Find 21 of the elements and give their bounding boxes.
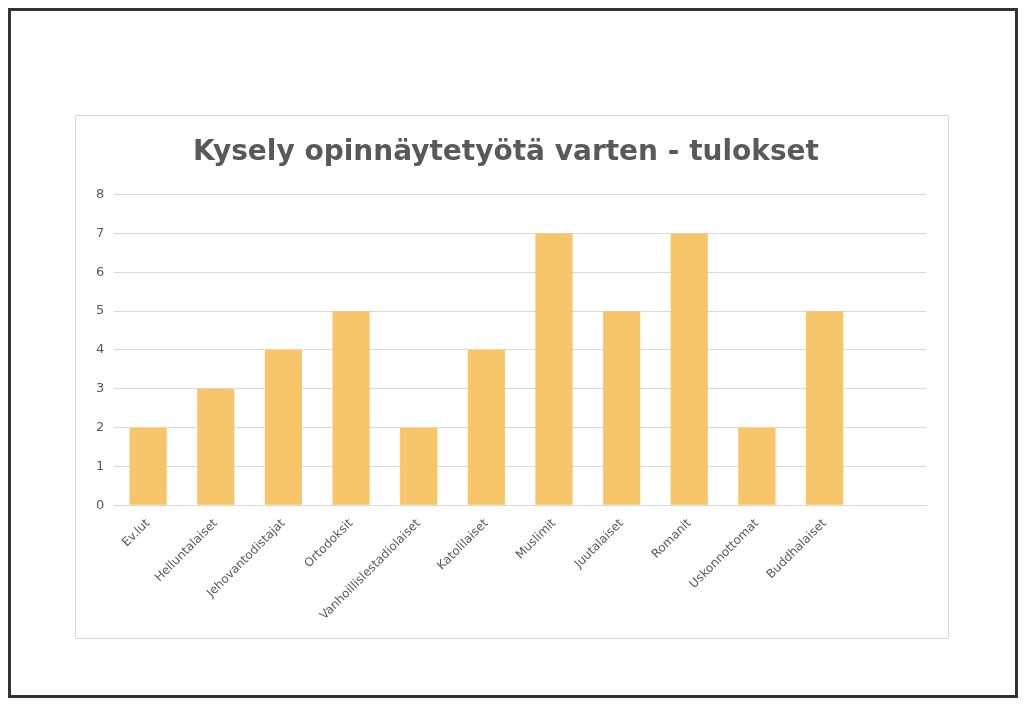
y-tick-label: 4	[95, 341, 105, 357]
y-tick-label: 2	[95, 419, 105, 435]
y-tick-label: 6	[95, 263, 105, 279]
bar	[805, 311, 844, 505]
y-tick-label: 5	[95, 302, 105, 318]
bar	[400, 427, 438, 505]
y-tick-label: 7	[95, 224, 105, 240]
bar	[197, 388, 235, 505]
chart-title: Kysely opinnäytetyötä varten - tulokset	[193, 134, 819, 168]
y-tick-label: 1	[95, 457, 105, 473]
bar	[467, 349, 505, 505]
bar	[535, 233, 573, 505]
bar	[670, 233, 708, 505]
y-tick-label: 0	[95, 496, 105, 512]
bar	[603, 311, 641, 505]
bar	[264, 349, 302, 505]
bar	[738, 427, 776, 505]
y-tick-label: 8	[95, 185, 105, 201]
y-tick-label: 3	[95, 380, 105, 396]
bar	[332, 311, 370, 505]
bar	[129, 427, 167, 505]
